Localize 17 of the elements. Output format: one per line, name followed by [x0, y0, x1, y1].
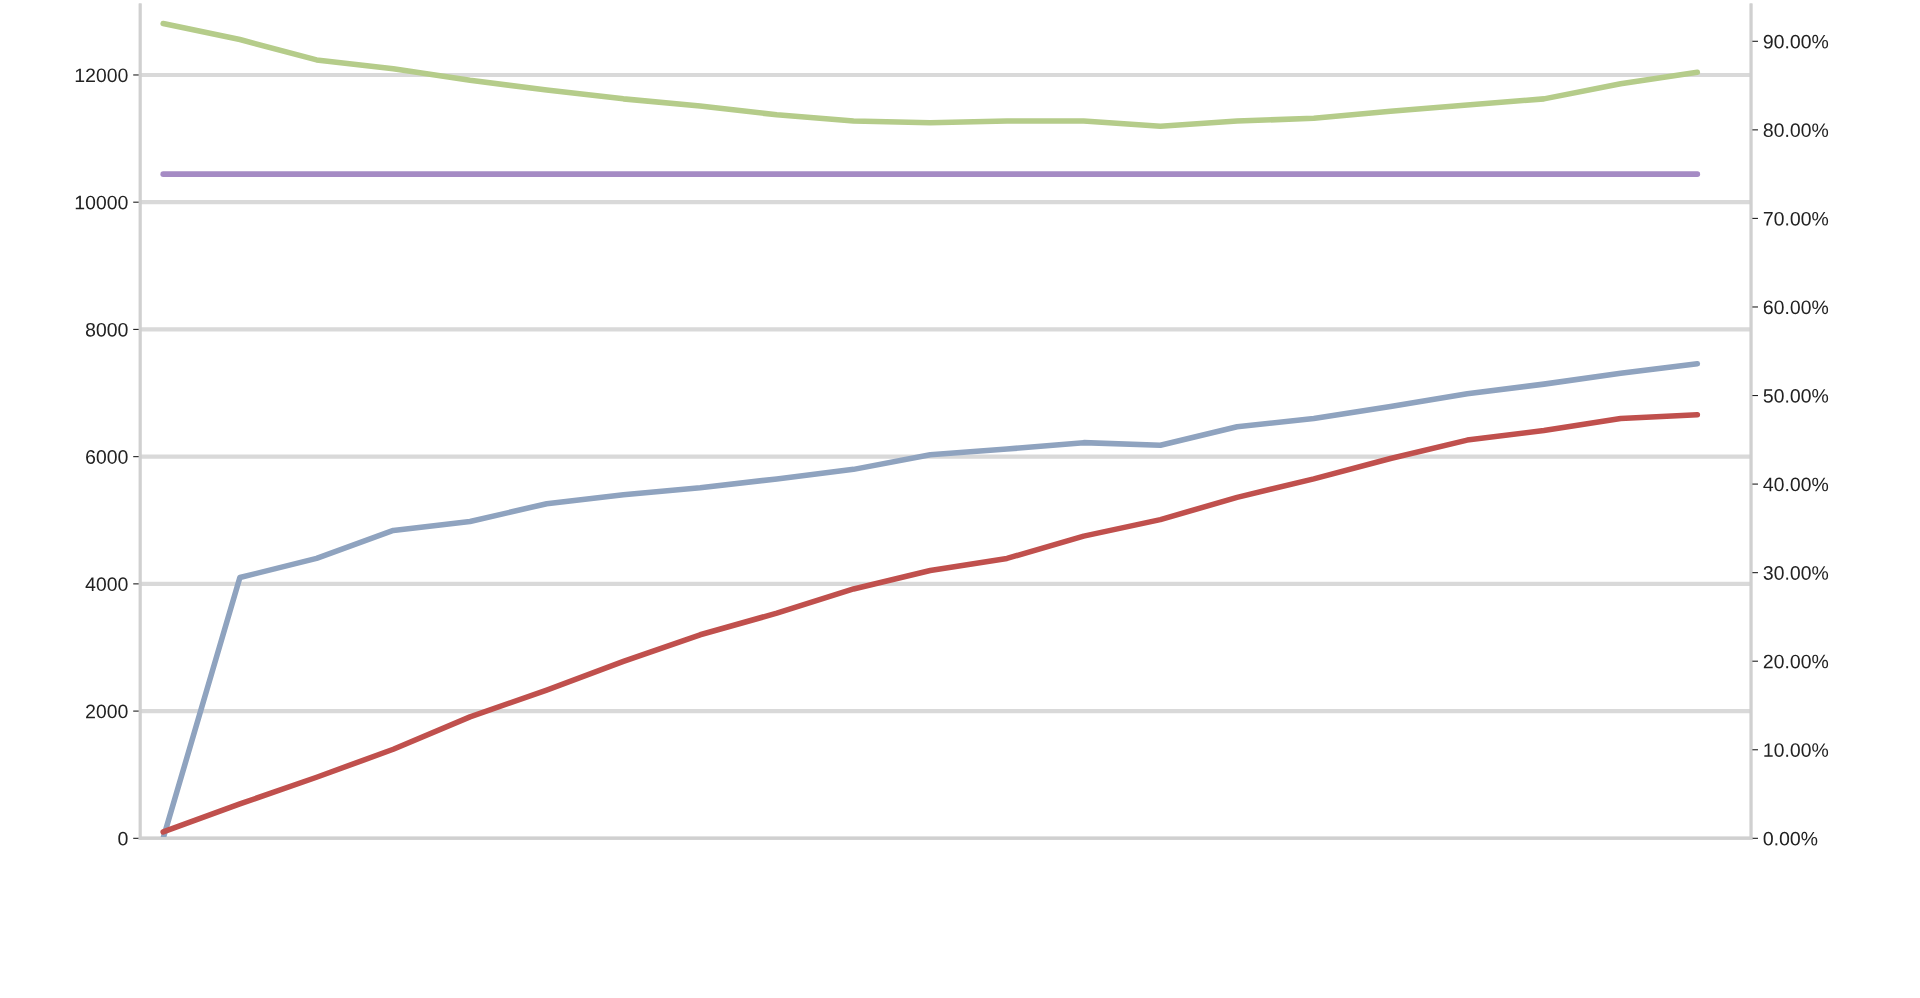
y-tick-label: 4000 [85, 577, 128, 592]
y2-tick-label: 10.00% [1764, 743, 1829, 757]
y2-tick-label: 50.00% [1763, 389, 1829, 403]
y2-tick-label: 30.00% [1763, 566, 1829, 580]
y2-tick-label: 90.00% [1763, 34, 1829, 49]
y-tick-label: 6000 [86, 450, 128, 464]
y-tick-label: 8000 [85, 322, 128, 337]
y2-tick-label: 80.00% [1763, 123, 1829, 138]
y-tick-label: 10000 [75, 195, 128, 210]
y2-tick-label: 40.00% [1763, 477, 1829, 492]
y-tick-label: 0 [118, 831, 128, 846]
y2-tick-label: 0.00% [1763, 831, 1818, 846]
y-tick-label: 2000 [86, 704, 128, 719]
y2-tick-label: 20.00% [1763, 654, 1829, 669]
y2-tick-label: 70.00% [1763, 211, 1829, 226]
y-tick-label: 12000 [75, 68, 128, 83]
y2-tick-label: 60.00% [1763, 300, 1829, 315]
